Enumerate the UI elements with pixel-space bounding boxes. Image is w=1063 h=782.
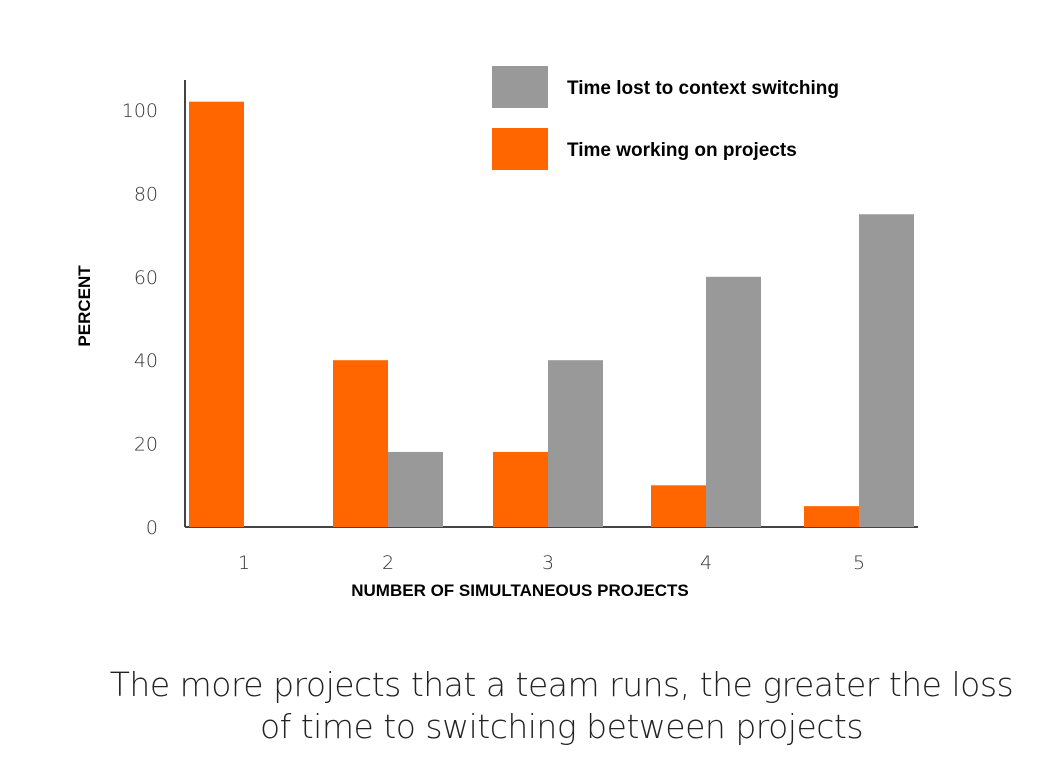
bar-switching-5 [859, 214, 914, 527]
legend-label: Time lost to context switching [567, 78, 839, 99]
bar-working-3 [493, 451, 548, 527]
bar-switching-2 [388, 451, 443, 527]
legend-swatch [492, 128, 548, 170]
bar-switching-4 [706, 276, 761, 527]
y-tick-label: 60 [134, 267, 158, 289]
x-tick-label: 3 [542, 552, 554, 574]
bar-working-4 [651, 485, 706, 527]
bar-chart: Time lost to context switching Time worki… [75, 66, 918, 600]
legend-swatch [492, 66, 548, 108]
caption-line-2: of time to switching between projects [259, 707, 864, 746]
legend-label: Time working on projects [567, 140, 797, 161]
y-tick-label: 80 [134, 183, 158, 205]
x-axis: 1 2 3 4 5 [185, 526, 918, 574]
x-axis-title: NUMBER OF SIMULTANEOUS PROJECTS [351, 581, 689, 600]
bar-working-1 [189, 101, 244, 527]
bar-switching-3 [548, 360, 603, 527]
bars [189, 101, 914, 527]
y-tick-label: 20 [134, 434, 158, 456]
x-tick-label: 5 [853, 552, 865, 574]
bar-working-2 [333, 360, 388, 527]
y-tick-label: 100 [122, 100, 158, 122]
legend: Time lost to context switching Time worki… [492, 66, 839, 170]
x-tick-label: 4 [700, 552, 712, 574]
x-tick-label: 1 [238, 552, 250, 574]
caption-line-1: The more projects that a team runs, the … [109, 665, 1014, 704]
y-tick-label: 40 [134, 350, 158, 372]
x-tick-label: 2 [382, 552, 394, 574]
bar-working-5 [804, 506, 859, 527]
y-axis: 0 20 40 60 80 100 [122, 80, 186, 539]
y-axis-title: PERCENT [75, 265, 94, 347]
y-tick-label: 0 [146, 517, 158, 539]
